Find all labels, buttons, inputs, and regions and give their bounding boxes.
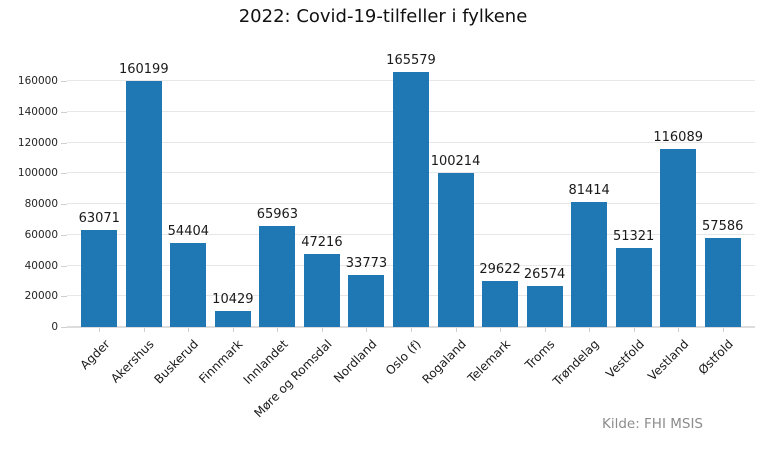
bar (437, 172, 474, 327)
y-axis-tick-mark (61, 111, 67, 113)
y-axis-tick-label: 80000 (24, 198, 58, 210)
bar (615, 248, 652, 327)
y-axis-tick-label: 120000 (17, 136, 58, 149)
bar-value-label: 29622 (479, 262, 521, 278)
source-note: Kilde: FHI MSIS (601, 416, 703, 432)
bar-value-label: 33773 (345, 256, 388, 272)
x-axis-tick-mark (411, 328, 412, 332)
y-axis-tick-label: 40000 (24, 259, 58, 272)
bar-value-label: 47216 (301, 235, 343, 251)
x-axis-tick-mark (321, 328, 323, 332)
x-axis-label: Buskerud (151, 337, 202, 387)
x-axis-line (67, 326, 755, 328)
bar-value-label: 51321 (612, 229, 655, 245)
y-axis-tick-mark (61, 142, 67, 144)
y-axis-tick-mark (61, 81, 67, 82)
y-axis-tick-label: 140000 (17, 105, 58, 118)
bar (571, 201, 608, 327)
bar (704, 238, 741, 327)
bar (259, 225, 296, 327)
x-axis-tick-mark (544, 328, 546, 332)
x-axis-tick-mark (232, 328, 234, 332)
bar (214, 310, 251, 327)
y-axis-tick-marks (61, 47, 67, 328)
x-axis-label: Telemark (464, 337, 513, 386)
x-axis-tick-mark (633, 328, 635, 332)
bar-value-label: 26574 (523, 267, 566, 283)
x-axis-label: Troms (522, 337, 558, 373)
x-axis-label: Østfold (695, 337, 736, 378)
bar-value-label: 10429 (212, 291, 254, 307)
y-axis-tick-label: 60000 (24, 228, 58, 241)
x-axis-label: Finnmark (196, 337, 246, 387)
bar (125, 80, 162, 327)
y-axis-tick-mark (61, 234, 67, 236)
bar (81, 230, 118, 327)
y-axis-tick-mark (61, 296, 67, 298)
x-axis-label: Trøndelag (550, 337, 603, 389)
bar (303, 254, 340, 327)
y-axis-tick-mark (61, 173, 67, 175)
bar-value-label: 116089 (653, 129, 704, 145)
bar (170, 243, 207, 327)
x-axis-tick-mark (277, 328, 279, 332)
y-axis-tick-label: 0 (51, 321, 58, 333)
x-axis-tick-mark (455, 328, 457, 332)
x-axis-tick-mark (99, 328, 101, 332)
y-axis-tick-label: 100000 (17, 167, 58, 180)
x-axis-label: Oslo (f) (383, 337, 424, 378)
x-axis-label: Vestland (644, 337, 692, 384)
x-axis-label: Nordland (330, 337, 380, 386)
bar-value-label: 54404 (167, 224, 210, 240)
bar (526, 286, 563, 327)
plot-area: 63071 160199 54404 10429 65963 47216 33773 1655… (67, 47, 755, 328)
bar-value-label: 63071 (78, 211, 120, 227)
bar (660, 148, 697, 327)
x-axis-label: Møre og Romsdal (251, 337, 335, 421)
x-axis-tick-mark (678, 328, 680, 332)
x-axis-tick-marks (67, 328, 755, 332)
bar-value-label: 81414 (568, 182, 610, 198)
bar (393, 72, 429, 327)
y-axis-tick-mark (61, 327, 67, 328)
x-axis-tick-mark (143, 328, 145, 332)
y-axis: 0 20000 40000 60000 80000 100000 120000 140000 1… (0, 47, 58, 333)
x-axis-tick-mark (589, 328, 591, 332)
x-axis-label: Rogaland (418, 337, 469, 387)
x-axis-label: Agder (76, 337, 113, 373)
y-axis-tick-mark (61, 204, 67, 205)
x-axis-label: Vestfold (602, 337, 647, 381)
y-axis-tick-mark (61, 265, 67, 267)
bar-value-label: 100214 (430, 153, 481, 169)
chart-title: 2022: Covid-19-tilfeller i fylkene (238, 6, 528, 27)
bar-value-label: 160199 (118, 61, 169, 77)
x-axis-label: Akershus (108, 337, 157, 386)
bar-value-label: 65963 (256, 206, 299, 222)
y-axis-tick-label: 160000 (17, 75, 58, 87)
x-axis-tick-mark (188, 328, 190, 332)
x-axis-tick-mark (500, 328, 502, 332)
bar (482, 281, 519, 327)
bar-value-label: 57586 (702, 219, 744, 235)
x-axis-tick-mark (722, 328, 724, 332)
bar-value-label: 165579 (386, 53, 436, 69)
x-axis-tick-mark (366, 328, 368, 332)
y-axis-tick-label: 20000 (24, 290, 58, 303)
bar (348, 275, 385, 327)
